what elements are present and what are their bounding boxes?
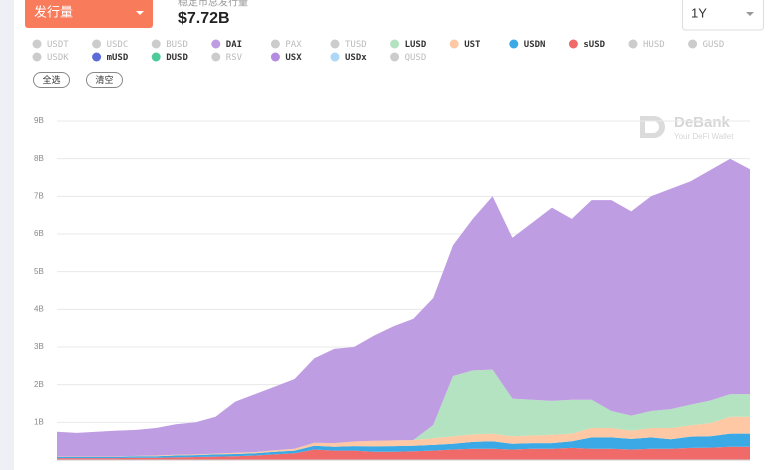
legend-item[interactable]: mUSD <box>92 52 129 64</box>
dropdown-arrow <box>136 11 144 15</box>
dropdown-text[interactable]: 发行量 <box>34 4 73 19</box>
area <box>57 433 750 459</box>
legend-label[interactable]: mUSD <box>107 53 129 63</box>
total-value: $7.72B <box>178 10 230 27</box>
legend-dot[interactable] <box>628 39 638 49</box>
y-tick-label: 1B <box>34 417 44 426</box>
legend-label[interactable]: QUSD <box>405 53 427 63</box>
legend-dot[interactable] <box>390 52 400 62</box>
period-arrow <box>746 12 754 16</box>
plot: 1B 2B 3B 4B 5B 6B 7B 8B 9B <box>34 116 750 461</box>
legend: USDT USDC BUSD DAI PAX TUSD LUSD UST USDN sUSD HUS… <box>32 39 725 64</box>
legend-dot[interactable] <box>509 39 519 49</box>
legend-label[interactable]: TUSD <box>345 40 367 50</box>
legend-item[interactable]: BUSD <box>151 39 188 51</box>
y-tick-label: 6B <box>34 229 44 238</box>
side-strip <box>0 0 14 470</box>
legend-dot[interactable] <box>151 52 161 62</box>
button-box[interactable] <box>86 72 123 88</box>
legend-item[interactable]: LUSD <box>390 39 427 51</box>
legend-item[interactable]: DAI <box>211 39 242 51</box>
legend-label[interactable]: USDN <box>524 40 546 50</box>
watermark-brand: DeBank <box>674 114 731 131</box>
legend-dot[interactable] <box>151 39 161 49</box>
area <box>57 158 750 457</box>
legend-dot[interactable] <box>32 52 42 62</box>
clear-button[interactable]: 清空 <box>86 72 123 88</box>
legend-item[interactable]: USDK <box>32 52 70 64</box>
metric-dropdown[interactable]: 发行量 <box>25 0 153 28</box>
legend-label[interactable]: LUSD <box>405 40 427 50</box>
legend-label[interactable]: USDK <box>47 53 69 63</box>
legend-label[interactable]: sUSD <box>583 40 605 50</box>
dropdown-box[interactable] <box>25 0 153 28</box>
legend-item[interactable]: PAX <box>270 39 302 51</box>
legend-item[interactable]: USX <box>270 52 302 64</box>
legend-item[interactable]: TUSD <box>330 39 367 51</box>
area <box>57 446 750 460</box>
legend-item[interactable]: QUSD <box>390 52 427 64</box>
y-tick-label: 7B <box>34 191 44 200</box>
area <box>57 416 750 457</box>
period-box[interactable] <box>682 0 764 31</box>
legend-dot[interactable] <box>330 52 340 62</box>
legend-dot[interactable] <box>449 39 459 49</box>
y-tick-label: 2B <box>34 380 44 389</box>
legend-label[interactable]: HUSD <box>643 40 665 50</box>
legend-item[interactable]: RSV <box>211 52 243 64</box>
legend-dot[interactable] <box>330 39 340 49</box>
period-dropdown[interactable]: 1Y <box>682 0 764 31</box>
watermark: DeBank Your DeFi Wallet <box>640 114 734 141</box>
legend-label[interactable]: RSV <box>226 53 243 63</box>
legend-label[interactable]: USDT <box>47 40 69 50</box>
legend-item[interactable]: UST <box>449 39 481 51</box>
legend-item[interactable]: USDN <box>509 39 546 51</box>
legend-label[interactable]: USDx <box>345 53 367 63</box>
y-tick-label: 3B <box>34 342 44 351</box>
legend-dot[interactable] <box>211 39 221 49</box>
y-tick-label: 8B <box>34 154 44 163</box>
legend-dot[interactable] <box>211 52 221 62</box>
area <box>57 369 750 457</box>
button-box[interactable] <box>33 72 70 88</box>
legend-item[interactable]: DUSD <box>151 52 189 64</box>
legend-label[interactable]: DAI <box>226 40 242 50</box>
legend-item[interactable]: USDx <box>330 52 368 64</box>
period-text[interactable]: 1Y <box>691 5 707 20</box>
legend-dot[interactable] <box>92 39 102 49</box>
legend-item[interactable]: sUSD <box>568 39 606 51</box>
total-label: 稳定币总发行量 <box>178 0 248 9</box>
y-tick-label: 5B <box>34 267 44 276</box>
button-text[interactable]: 清空 <box>95 74 113 85</box>
button-text[interactable]: 全选 <box>42 74 60 85</box>
y-tick-label: 9B <box>34 116 44 125</box>
watermark-tagline: Your DeFi Wallet <box>674 132 734 141</box>
legend-dot[interactable] <box>688 39 698 49</box>
legend-item[interactable]: USDC <box>92 39 129 51</box>
legend-label[interactable]: USDC <box>107 40 129 50</box>
legend-label[interactable]: DUSD <box>166 53 188 63</box>
legend-dot[interactable] <box>270 39 280 49</box>
legend-label[interactable]: USX <box>285 53 302 63</box>
legend-dot[interactable] <box>568 39 578 49</box>
legend-item[interactable]: HUSD <box>628 39 665 51</box>
select-all-button[interactable]: 全选 <box>33 72 70 88</box>
legend-label[interactable]: UST <box>464 40 481 50</box>
legend-dot[interactable] <box>270 52 280 62</box>
legend-item[interactable]: USDT <box>32 39 70 51</box>
watermark-logo <box>640 116 665 138</box>
y-tick-label: 4B <box>34 304 44 313</box>
legend-dot[interactable] <box>92 52 102 62</box>
legend-item[interactable]: GUSD <box>688 39 725 51</box>
legend-label[interactable]: PAX <box>285 40 302 50</box>
legend-dot[interactable] <box>32 39 42 49</box>
legend-label[interactable]: BUSD <box>166 40 188 50</box>
legend-label[interactable]: GUSD <box>703 40 725 50</box>
legend-dot[interactable] <box>390 39 400 49</box>
